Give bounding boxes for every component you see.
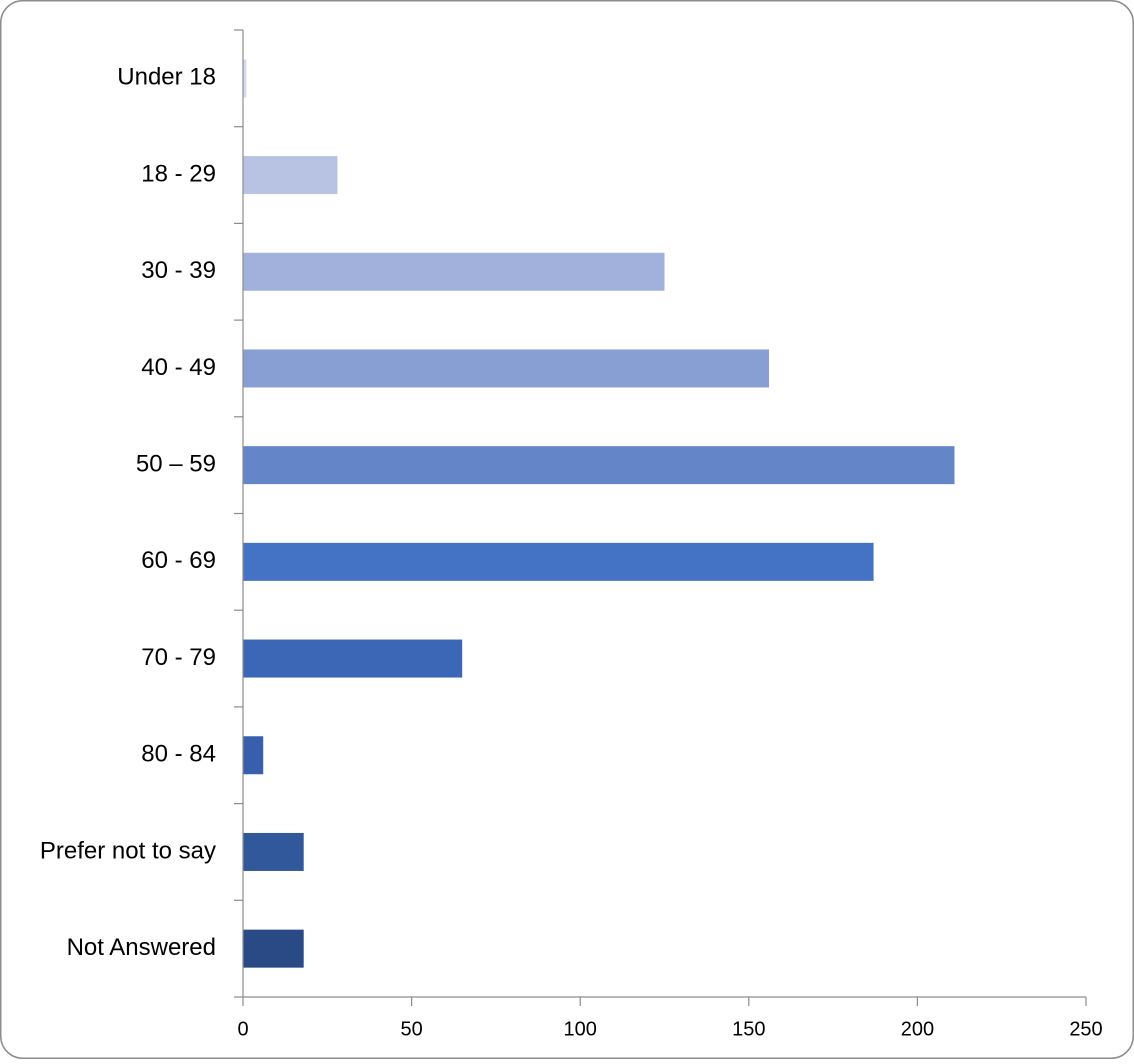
- bar: [243, 349, 770, 388]
- value-tick-label: 50: [400, 1018, 422, 1040]
- bar: [243, 736, 264, 775]
- value-tick-labels: 0 50 100 150 200 250: [237, 1018, 1102, 1040]
- category-label: 50 – 59: [136, 450, 216, 477]
- value-tick-label: 0: [237, 1018, 248, 1040]
- category-label: Prefer not to say: [40, 837, 216, 864]
- category-label: 40 - 49: [141, 354, 216, 381]
- value-axis: [242, 996, 1087, 1006]
- value-tick-label: 150: [732, 1018, 765, 1040]
- value-tick-label: 250: [1069, 1018, 1102, 1040]
- bar: [243, 446, 955, 485]
- bar: [243, 156, 338, 195]
- category-axis: [234, 29, 244, 998]
- value-tick-label: 200: [901, 1018, 934, 1040]
- category-labels: Under 18 18 - 29 30 - 39 40 - 49 50 – 59 60 -…: [40, 64, 216, 961]
- category-label: 60 - 69: [141, 547, 216, 574]
- category-label: 30 - 39: [141, 257, 216, 284]
- category-label: Under 18: [117, 64, 216, 91]
- category-label: 18 - 29: [141, 160, 216, 187]
- bar: [243, 252, 665, 291]
- category-label: Not Answered: [67, 934, 216, 961]
- bar: [243, 929, 304, 968]
- bar: [243, 639, 463, 678]
- category-label: 70 - 79: [141, 644, 216, 671]
- bar: [243, 59, 247, 98]
- value-tick-label: 100: [564, 1018, 597, 1040]
- bar: [243, 832, 304, 871]
- bar: [243, 542, 874, 581]
- bars-group: [243, 59, 955, 968]
- category-label: 80 - 84: [141, 741, 216, 768]
